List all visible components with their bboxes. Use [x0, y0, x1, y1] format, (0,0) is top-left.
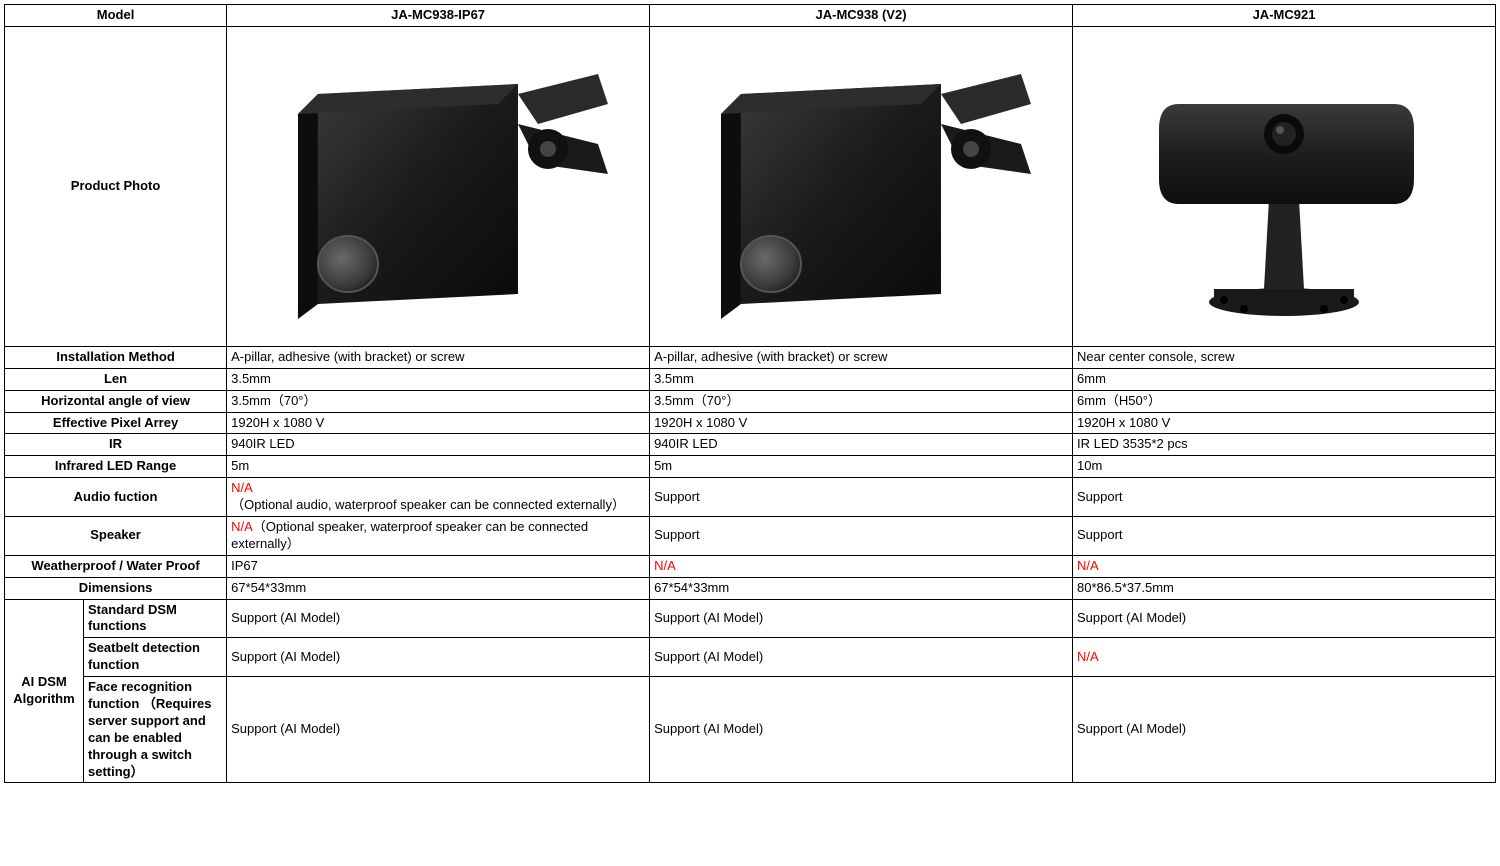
na-text: N/A	[1077, 649, 1099, 664]
speaker-m1: N/A（Optional speaker, waterproof speaker…	[227, 517, 650, 556]
col-m1-header: JA-MC938-IP67	[227, 5, 650, 27]
label-irrange: Infrared LED Range	[5, 456, 227, 478]
len-m2: 3.5mm	[650, 368, 1073, 390]
row-install: Installation Method A-pillar, adhesive (…	[5, 346, 1496, 368]
label-len: Len	[5, 368, 227, 390]
row-epa: Effective Pixel Arrey 1920H x 1080 V 192…	[5, 412, 1496, 434]
photo-m3	[1073, 26, 1496, 346]
row-wp: Weatherproof / Water Proof IP67 N/A N/A	[5, 555, 1496, 577]
install-m1: A-pillar, adhesive (with bracket) or scr…	[227, 346, 650, 368]
wp-m2: N/A	[650, 555, 1073, 577]
row-hav: Horizontal angle of view 3.5mm（70°） 3.5m…	[5, 390, 1496, 412]
face-m1: Support (AI Model)	[227, 677, 650, 783]
hav-m2: 3.5mm（70°）	[650, 390, 1073, 412]
row-speaker: Speaker N/A（Optional speaker, waterproof…	[5, 517, 1496, 556]
label-face: Face recognition function （Requires serv…	[84, 677, 227, 783]
hav-m3: 6mm（H50°）	[1073, 390, 1496, 412]
na-text: N/A	[654, 558, 676, 573]
label-wp: Weatherproof / Water Proof	[5, 555, 227, 577]
seat-m2: Support (AI Model)	[650, 638, 1073, 677]
row-dim: Dimensions 67*54*33mm 67*54*33mm 80*86.5…	[5, 577, 1496, 599]
camera-m3-illustration	[1079, 34, 1489, 334]
std-m3: Support (AI Model)	[1073, 599, 1496, 638]
row-ir: IR 940IR LED 940IR LED IR LED 3535*2 pcs	[5, 434, 1496, 456]
len-m1: 3.5mm	[227, 368, 650, 390]
label-speaker: Speaker	[5, 517, 227, 556]
audio-m2: Support	[650, 478, 1073, 517]
audio-m1-after: （Optional audio, waterproof speaker can …	[231, 497, 625, 512]
row-irrange: Infrared LED Range 5m 5m 10m	[5, 456, 1496, 478]
epa-m2: 1920H x 1080 V	[650, 412, 1073, 434]
label-ir: IR	[5, 434, 227, 456]
row-seat: Seatbelt detection function Support (AI …	[5, 638, 1496, 677]
epa-m1: 1920H x 1080 V	[227, 412, 650, 434]
ir-m3: IR LED 3535*2 pcs	[1073, 434, 1496, 456]
na-text: N/A	[1077, 558, 1099, 573]
col-m3-header: JA-MC921	[1073, 5, 1496, 27]
label-photo: Product Photo	[5, 26, 227, 346]
label-std: Standard DSM functions	[84, 599, 227, 638]
row-std: AI DSM Algorithm Standard DSM functions …	[5, 599, 1496, 638]
label-dim: Dimensions	[5, 577, 227, 599]
dim-m1: 67*54*33mm	[227, 577, 650, 599]
camera-m1-illustration	[233, 34, 643, 334]
na-text: N/A	[231, 480, 253, 495]
row-face: Face recognition function （Requires serv…	[5, 677, 1496, 783]
speaker-m3: Support	[1073, 517, 1496, 556]
camera-m2-illustration	[656, 34, 1066, 334]
dim-m2: 67*54*33mm	[650, 577, 1073, 599]
audio-m1: N/A （Optional audio, waterproof speaker c…	[227, 478, 650, 517]
spec-table: Model JA-MC938-IP67 JA-MC938 (V2) JA-MC9…	[4, 4, 1496, 783]
photo-m2	[650, 26, 1073, 346]
install-m3: Near center console, screw	[1073, 346, 1496, 368]
ir-m1: 940IR LED	[227, 434, 650, 456]
face-m3: Support (AI Model)	[1073, 677, 1496, 783]
label-aigroup: AI DSM Algorithm	[5, 599, 84, 783]
hav-m1: 3.5mm（70°）	[227, 390, 650, 412]
len-m3: 6mm	[1073, 368, 1496, 390]
col-model-header: Model	[5, 5, 227, 27]
irrange-m3: 10m	[1073, 456, 1496, 478]
header-row: Model JA-MC938-IP67 JA-MC938 (V2) JA-MC9…	[5, 5, 1496, 27]
label-install: Installation Method	[5, 346, 227, 368]
row-audio: Audio fuction N/A （Optional audio, waterp…	[5, 478, 1496, 517]
seat-m1: Support (AI Model)	[227, 638, 650, 677]
photo-m1	[227, 26, 650, 346]
install-m2: A-pillar, adhesive (with bracket) or scr…	[650, 346, 1073, 368]
label-seat: Seatbelt detection function	[84, 638, 227, 677]
wp-m3: N/A	[1073, 555, 1496, 577]
irrange-m2: 5m	[650, 456, 1073, 478]
std-m1: Support (AI Model)	[227, 599, 650, 638]
label-audio: Audio fuction	[5, 478, 227, 517]
label-epa: Effective Pixel Arrey	[5, 412, 227, 434]
wp-m1: IP67	[227, 555, 650, 577]
label-hav: Horizontal angle of view	[5, 390, 227, 412]
seat-m3: N/A	[1073, 638, 1496, 677]
epa-m3: 1920H x 1080 V	[1073, 412, 1496, 434]
speaker-m1-after: （Optional speaker, waterproof speaker ca…	[231, 519, 588, 551]
dim-m3: 80*86.5*37.5mm	[1073, 577, 1496, 599]
na-text: N/A	[231, 519, 253, 534]
speaker-m2: Support	[650, 517, 1073, 556]
row-photo: Product Photo	[5, 26, 1496, 346]
ir-m2: 940IR LED	[650, 434, 1073, 456]
irrange-m1: 5m	[227, 456, 650, 478]
audio-m3: Support	[1073, 478, 1496, 517]
col-m2-header: JA-MC938 (V2)	[650, 5, 1073, 27]
face-m2: Support (AI Model)	[650, 677, 1073, 783]
row-len: Len 3.5mm 3.5mm 6mm	[5, 368, 1496, 390]
std-m2: Support (AI Model)	[650, 599, 1073, 638]
